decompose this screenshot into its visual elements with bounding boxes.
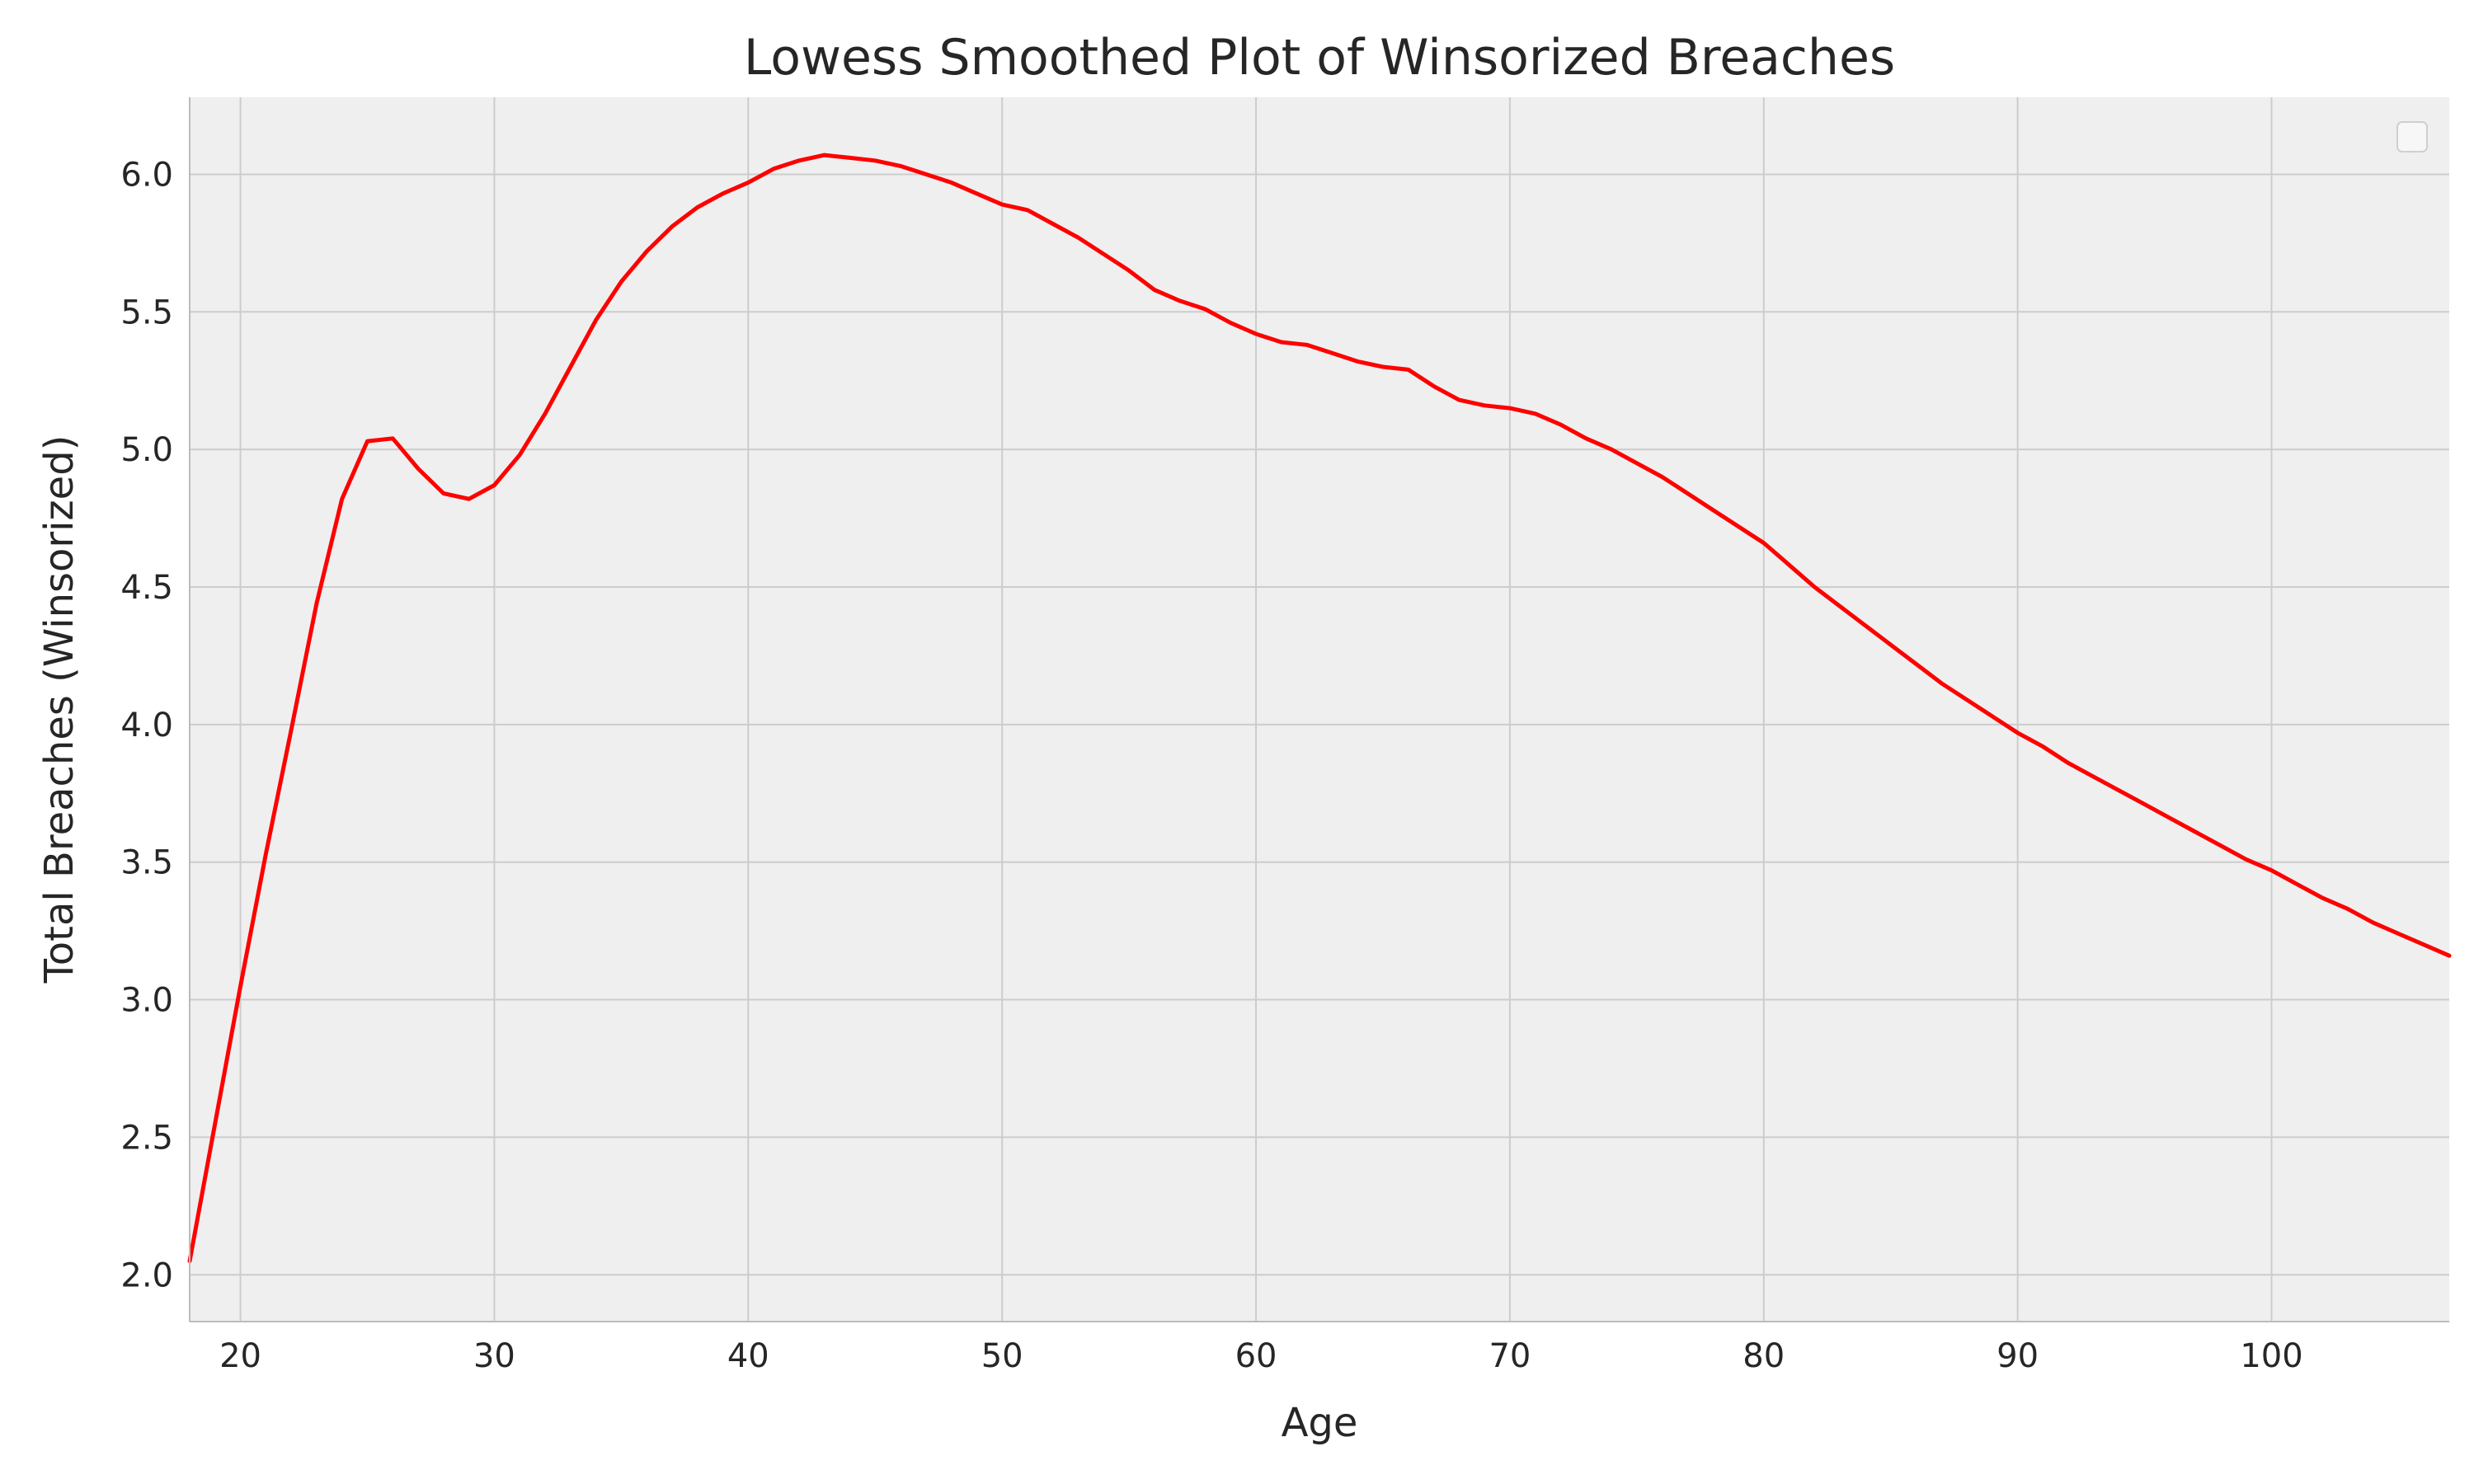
- x-tick-label: 90: [1997, 1337, 2039, 1375]
- x-grid: [239, 97, 2273, 1322]
- y-tick-label: 6.0: [120, 156, 173, 194]
- y-tick-label: 4.5: [120, 569, 173, 607]
- x-tick-label: 30: [473, 1337, 515, 1375]
- x-tick-label: 20: [219, 1337, 261, 1375]
- chart-title: Lowess Smoothed Plot of Winsorized Breac…: [744, 29, 1895, 87]
- x-tick-label: 40: [727, 1337, 769, 1375]
- y-tick-label: 2.0: [120, 1256, 173, 1294]
- y-tick-labels: 2.0 2.5 3.0 3.5 4.0 4.5 5.0 5.5 6.0: [120, 156, 173, 1294]
- y-axis-label: Total Breaches (Winsorized): [36, 435, 82, 984]
- x-axis-label: Age: [1282, 1400, 1358, 1446]
- lowess-line: [187, 153, 2452, 1264]
- x-tick-label: 60: [1235, 1337, 1277, 1375]
- y-tick-label: 5.5: [120, 294, 173, 331]
- x-tick-label: 50: [981, 1337, 1023, 1375]
- y-tick-label: 4.0: [120, 707, 173, 744]
- x-tick-label: 80: [1743, 1337, 1785, 1375]
- y-tick-label: 3.5: [120, 844, 173, 882]
- y-tick-label: 2.5: [120, 1119, 173, 1157]
- series-layer: [187, 153, 2452, 1264]
- y-tick-label: 5.0: [120, 431, 173, 469]
- plot-background: [190, 97, 2449, 1322]
- y-tick-label: 3.0: [120, 982, 173, 1020]
- x-tick-labels: 20 30 40 50 60 70 80 90 100: [219, 1337, 2303, 1375]
- legend-box: [2396, 121, 2428, 153]
- x-tick-label: 70: [1489, 1337, 1531, 1375]
- x-tick-label: 100: [2240, 1337, 2302, 1375]
- y-grid: [190, 173, 2449, 1276]
